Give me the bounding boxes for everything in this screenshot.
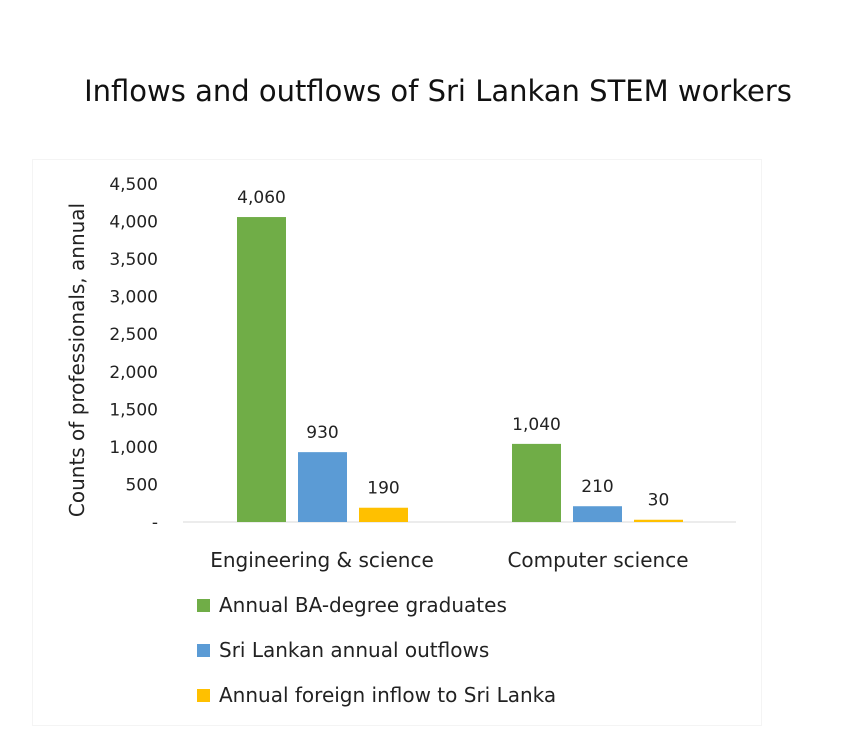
data-label: 210 xyxy=(581,477,613,497)
legend-label-graduates: Annual BA-degree graduates xyxy=(219,593,507,617)
data-label: 4,060 xyxy=(237,188,286,208)
chart-title: Inflows and outflows of Sri Lankan STEM … xyxy=(84,74,792,108)
category-labels: Engineering & science Computer science xyxy=(210,548,688,572)
legend-swatch-inflow xyxy=(197,688,210,702)
legend-item-graduates: Annual BA-degree graduates xyxy=(197,593,556,617)
y-tick-label: 3,500 xyxy=(109,250,158,270)
y-tick-label: 2,000 xyxy=(109,363,158,383)
chart-panel xyxy=(33,160,761,725)
legend-item-outflows: Sri Lankan annual outflows xyxy=(197,638,556,662)
bar xyxy=(512,443,561,522)
y-axis-title: Counts of professionals, annual xyxy=(65,203,89,517)
y-tick-label: - xyxy=(152,513,158,533)
y-tick-label: 500 xyxy=(126,475,158,495)
category-label: Computer science xyxy=(507,548,688,572)
data-label: 30 xyxy=(648,491,670,511)
bars xyxy=(237,217,683,522)
bar xyxy=(359,507,408,522)
data-labels: 4,060 930 190 1,040 210 30 xyxy=(237,188,669,511)
y-axis-title-group: Counts of professionals, annual xyxy=(65,203,89,517)
data-label: 1,040 xyxy=(512,415,561,435)
y-axis-ticks: - 500 1,000 1,500 2,000 2,500 3,000 3,500 4,000 4… xyxy=(109,175,158,533)
y-tick-label: 3,000 xyxy=(109,288,158,308)
legend-swatch-graduates xyxy=(197,598,210,612)
bar xyxy=(237,217,286,522)
y-tick-label: 4,000 xyxy=(109,213,158,233)
bar xyxy=(573,506,622,522)
legend-item-inflow: Annual foreign inflow to Sri Lanka xyxy=(197,683,557,707)
legend-swatch-outflows xyxy=(197,643,210,657)
y-tick-label: 1,000 xyxy=(109,438,158,458)
y-tick-label: 4,500 xyxy=(109,175,158,195)
bar xyxy=(634,519,683,522)
legend-label-outflows: Sri Lankan annual outflows xyxy=(219,638,490,662)
category-label: Engineering & science xyxy=(210,548,434,572)
data-label: 190 xyxy=(367,479,399,499)
legend: Annual BA-degree graduates Sri Lankan an… xyxy=(197,593,557,729)
legend-label-inflow: Annual foreign inflow to Sri Lanka xyxy=(219,683,557,707)
y-tick-label: 1,500 xyxy=(109,400,158,420)
y-tick-label: 2,500 xyxy=(109,325,158,345)
data-label: 930 xyxy=(306,423,338,443)
bar xyxy=(298,452,347,522)
